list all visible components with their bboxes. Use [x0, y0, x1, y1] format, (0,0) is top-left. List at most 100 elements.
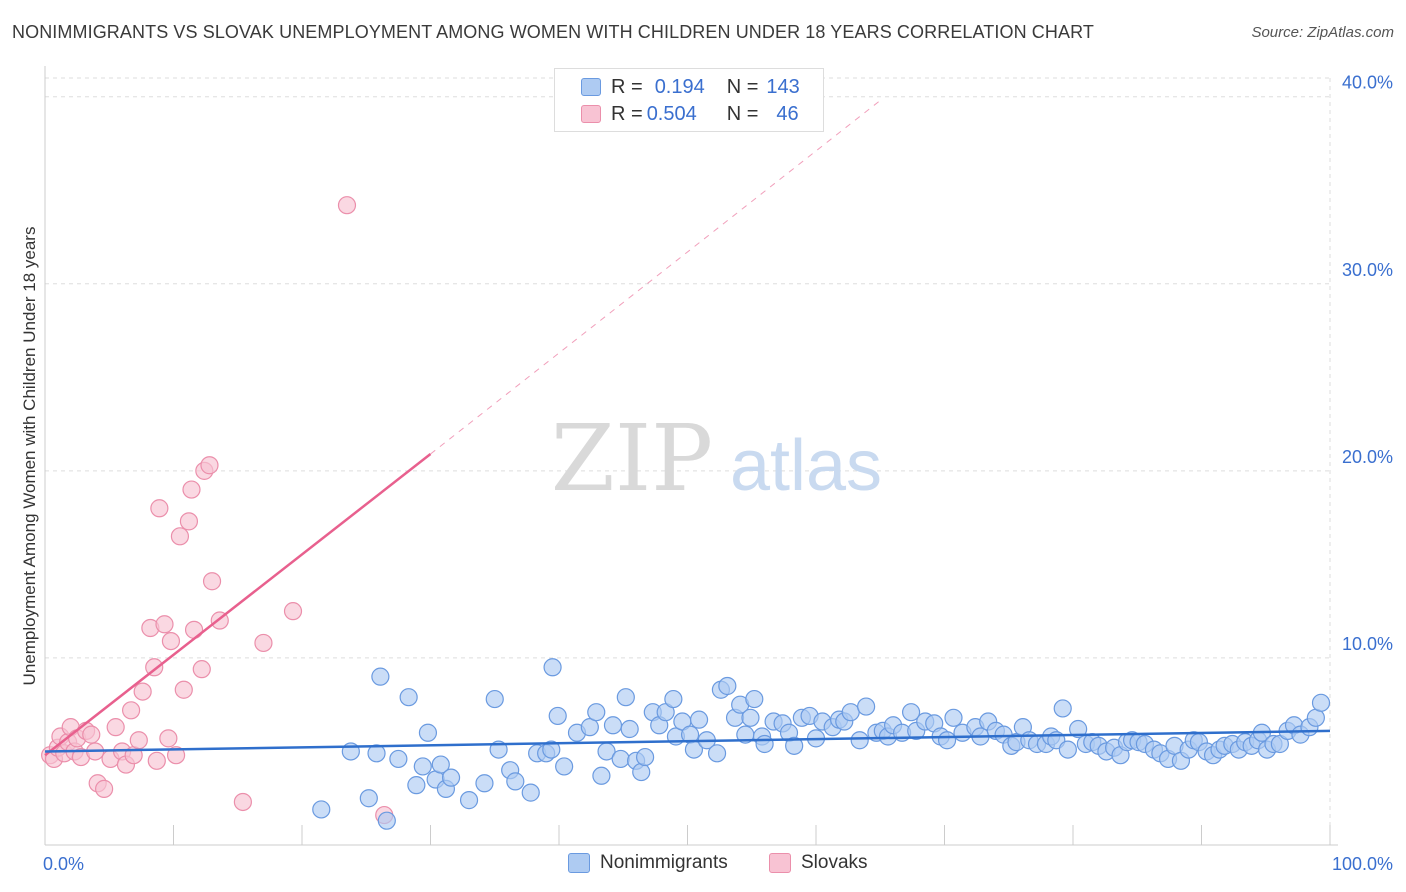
- nonimmigrants-point: [431, 755, 450, 774]
- nonimmigrants-point: [475, 774, 494, 793]
- nonimmigrants-point: [367, 744, 386, 763]
- nonimmigrants-point: [1053, 699, 1072, 718]
- nonimmigrants-point: [944, 708, 963, 727]
- nonimmigrants-point: [689, 710, 709, 729]
- slovaks-point: [184, 620, 204, 639]
- slovaks-point: [155, 615, 174, 634]
- r-label: R =: [611, 75, 643, 98]
- nonimmigrants-point: [611, 749, 630, 769]
- r-value: 0.194: [654, 75, 705, 98]
- slovaks-point: [166, 746, 186, 765]
- slovaks-point: [106, 718, 125, 737]
- slovaks-point: [337, 196, 357, 215]
- n-label: N =: [726, 75, 759, 98]
- nonimmigrants-point: [1058, 740, 1077, 759]
- slovaks-point: [145, 658, 164, 677]
- nonimmigrants-point: [543, 658, 562, 677]
- slovaks-trend-line: [44, 453, 432, 757]
- nonimmigrants-point: [841, 703, 860, 722]
- slovaks-point: [161, 631, 181, 651]
- blue-swatch: [568, 853, 590, 873]
- nonimmigrants-point: [413, 757, 432, 776]
- slovaks-point: [179, 512, 199, 531]
- slovaks-point: [147, 751, 166, 770]
- legend-label: Slovaks: [801, 852, 868, 873]
- nonimmigrants-point: [632, 762, 651, 782]
- nonimmigrants-point: [587, 703, 606, 722]
- x-tick-label: 100.0%: [1332, 854, 1393, 874]
- nonimmigrants-trend-line: [44, 729, 1331, 753]
- nonimmigrants-point: [407, 776, 426, 795]
- slovaks-point: [170, 527, 190, 546]
- nonimmigrants-point: [745, 689, 764, 709]
- nonimmigrants-point: [389, 749, 408, 769]
- n-value: 46: [776, 102, 799, 125]
- nonimmigrants-point: [441, 768, 461, 787]
- nonimmigrants-point: [707, 744, 727, 763]
- slovaks-trend-extension: [430, 100, 881, 455]
- nonimmigrants-point: [603, 716, 623, 735]
- slovaks-point: [202, 572, 222, 591]
- source-credit: Source: ZipAtlas.com: [1251, 24, 1394, 41]
- slovaks-point: [254, 633, 273, 653]
- nonimmigrants-point: [785, 736, 804, 755]
- slovaks-point: [121, 701, 141, 720]
- nonimmigrants-points: [312, 658, 1331, 830]
- y-tick-label: 20.0%: [1342, 447, 1393, 467]
- pink-swatch: [581, 105, 601, 123]
- nonimmigrants-point: [741, 708, 760, 727]
- x-tick-label: 0.0%: [43, 854, 84, 874]
- slovaks-point: [192, 660, 211, 679]
- nonimmigrants-point: [399, 688, 418, 707]
- nonimmigrants-point: [901, 703, 921, 722]
- slovaks-point: [283, 602, 303, 621]
- r-label: R =: [611, 102, 643, 125]
- y-tick-label: 10.0%: [1342, 634, 1393, 654]
- legend-row-nonimmigrants: R = 0.194 N = 143: [555, 74, 800, 100]
- nonimmigrants-point: [850, 731, 869, 750]
- nonimmigrants-point: [616, 688, 635, 707]
- legend-item-slovaks: Slovaks: [769, 852, 868, 874]
- y-tick-label: 40.0%: [1342, 73, 1393, 93]
- axes: [44, 66, 1338, 846]
- legend-label: Nonimmigrants: [600, 852, 728, 873]
- slovaks-point: [82, 725, 101, 744]
- slovaks-point: [233, 792, 252, 812]
- nonimmigrants-point: [664, 689, 683, 709]
- nonimmigrants-point: [635, 747, 655, 767]
- pink-swatch: [769, 853, 791, 873]
- slovaks-points: [41, 196, 394, 825]
- nonimmigrants-point: [592, 766, 611, 785]
- nonimmigrants-point: [718, 676, 737, 696]
- nonimmigrants-point: [542, 740, 561, 759]
- legend-item-nonimmigrants: Nonimmigrants: [568, 852, 728, 874]
- nonimmigrants-point: [485, 689, 504, 709]
- nonimmigrants-point: [371, 667, 390, 686]
- n-label: N =: [726, 102, 759, 125]
- nonimmigrants-point: [555, 757, 574, 776]
- nonimmigrants-point: [521, 783, 540, 802]
- slovaks-point: [129, 731, 148, 750]
- blue-swatch: [581, 78, 601, 96]
- nonimmigrants-point: [548, 706, 567, 726]
- nonimmigrants-point: [377, 811, 396, 830]
- nonimmigrants-point: [459, 791, 479, 810]
- correlation-legend: R = 0.194 N = 143 R = 0.504 N = 46: [554, 68, 824, 132]
- tick-labels: 10.0% 20.0% 30.0% 40.0% 0.0% 100.0%: [43, 73, 1393, 874]
- y-tick-label: 30.0%: [1342, 260, 1393, 280]
- nonimmigrants-point: [755, 734, 774, 754]
- r-value: 0.504: [646, 102, 697, 125]
- nonimmigrants-point: [937, 731, 957, 750]
- legend-row-slovaks: R = 0.504 N = 46: [555, 101, 799, 127]
- slovaks-point: [200, 456, 219, 475]
- watermark: ZIP atlas: [551, 405, 882, 512]
- nonimmigrants-point: [1069, 719, 1088, 739]
- slovaks-point: [159, 729, 178, 748]
- slovaks-point: [150, 499, 169, 518]
- slovaks-point: [182, 480, 201, 499]
- nonimmigrants-point: [418, 723, 438, 742]
- slovaks-point: [95, 779, 114, 798]
- trend-lines: [44, 100, 1331, 757]
- nonimmigrants-point: [857, 697, 876, 716]
